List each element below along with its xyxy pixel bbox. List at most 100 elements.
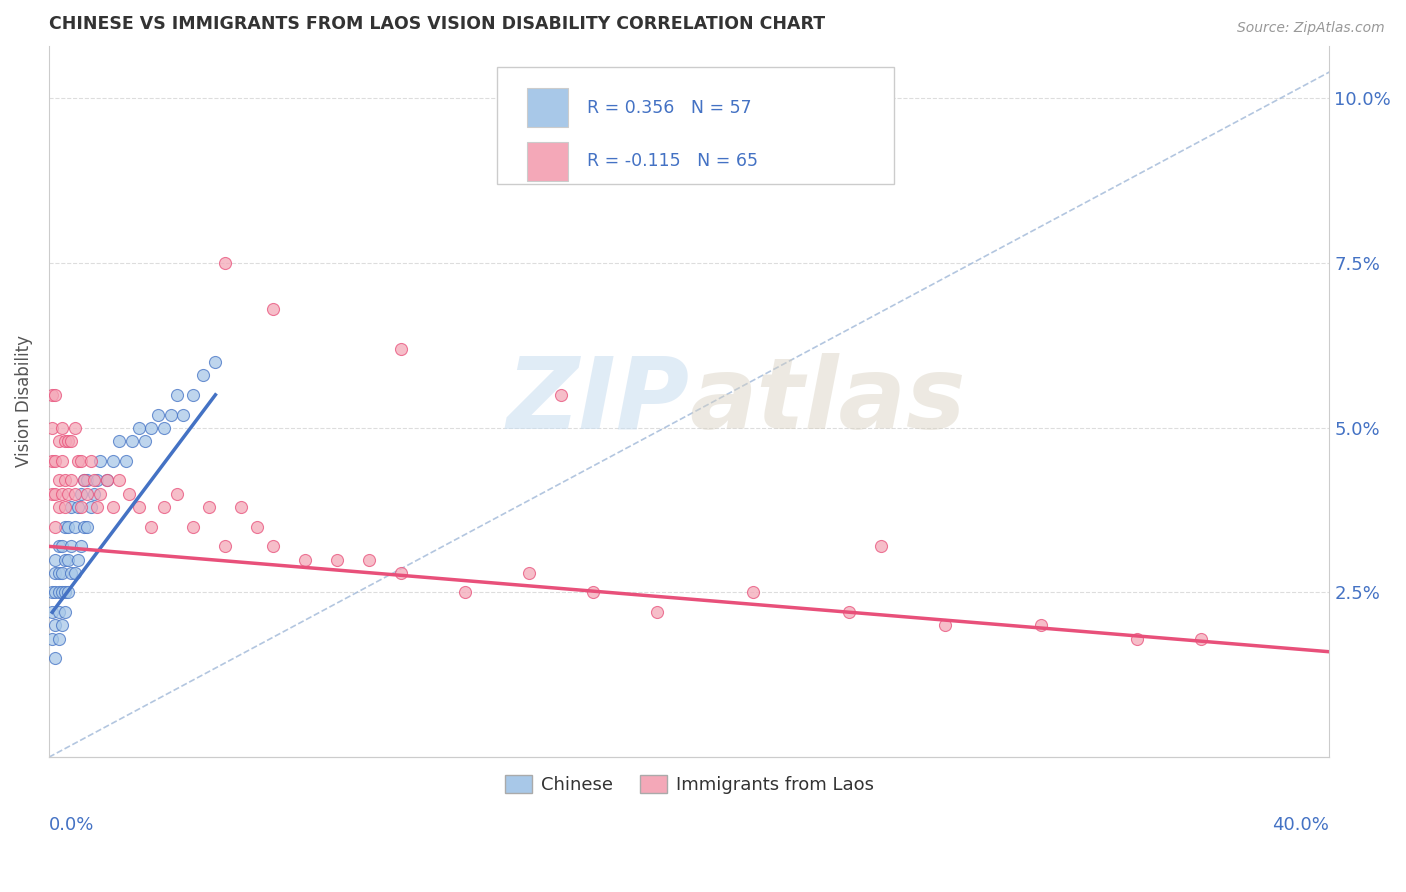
Point	[51, 618, 73, 632]
Text: Source: ZipAtlas.com: Source: ZipAtlas.com	[1237, 21, 1385, 35]
Point	[56, 519, 79, 533]
Point	[128, 500, 150, 514]
Point	[53, 585, 76, 599]
Point	[60, 539, 83, 553]
Point	[294, 552, 316, 566]
Point	[86, 474, 108, 488]
Point	[56, 585, 79, 599]
Point	[53, 474, 76, 488]
Point	[76, 474, 98, 488]
Point	[60, 566, 83, 580]
Point	[108, 434, 131, 448]
Point	[66, 500, 89, 514]
Point	[51, 421, 73, 435]
Point	[146, 408, 169, 422]
Point	[89, 453, 111, 467]
Point	[73, 474, 96, 488]
Point	[48, 434, 70, 448]
Point	[44, 651, 66, 665]
Point	[66, 552, 89, 566]
Point	[51, 585, 73, 599]
Point	[51, 539, 73, 553]
Point	[134, 434, 156, 448]
Point	[166, 486, 188, 500]
Point	[44, 388, 66, 402]
Point	[60, 434, 83, 448]
Text: CHINESE VS IMMIGRANTS FROM LAOS VISION DISABILITY CORRELATION CHART: CHINESE VS IMMIGRANTS FROM LAOS VISION D…	[49, 15, 825, 33]
Point	[359, 552, 381, 566]
Point	[73, 474, 96, 488]
Point	[63, 566, 86, 580]
Point	[41, 421, 63, 435]
Point	[198, 500, 221, 514]
Point	[53, 519, 76, 533]
Point	[41, 486, 63, 500]
Point	[262, 302, 284, 317]
Text: ZIP: ZIP	[506, 353, 689, 450]
Point	[153, 500, 176, 514]
Point	[48, 500, 70, 514]
Point	[56, 486, 79, 500]
Point	[389, 342, 412, 356]
Point	[51, 566, 73, 580]
Point	[101, 500, 124, 514]
Point	[56, 434, 79, 448]
Point	[56, 552, 79, 566]
Point	[79, 453, 101, 467]
Point	[118, 486, 141, 500]
Point	[1189, 632, 1212, 646]
Point	[645, 605, 668, 619]
Point	[153, 421, 176, 435]
Point	[41, 388, 63, 402]
Point	[41, 632, 63, 646]
Point	[63, 421, 86, 435]
Point	[48, 474, 70, 488]
Point	[70, 486, 93, 500]
Point	[159, 408, 181, 422]
Point	[742, 585, 765, 599]
Point	[83, 486, 105, 500]
Point	[44, 519, 66, 533]
Text: 0.0%: 0.0%	[49, 816, 94, 834]
Point	[550, 388, 572, 402]
Point	[48, 632, 70, 646]
Point	[96, 474, 118, 488]
Point	[838, 605, 860, 619]
Point	[191, 368, 214, 382]
Point	[53, 605, 76, 619]
Point	[181, 388, 204, 402]
Point	[204, 355, 226, 369]
Point	[101, 453, 124, 467]
Point	[166, 388, 188, 402]
Point	[389, 566, 412, 580]
Point	[326, 552, 349, 566]
Point	[246, 519, 269, 533]
Point	[181, 519, 204, 533]
Point	[63, 486, 86, 500]
Point	[76, 486, 98, 500]
Point	[517, 566, 540, 580]
Text: R = -0.115   N = 65: R = -0.115 N = 65	[586, 153, 758, 170]
Point	[44, 618, 66, 632]
Point	[44, 486, 66, 500]
Point	[44, 566, 66, 580]
Point	[44, 453, 66, 467]
Point	[214, 256, 236, 270]
Point	[41, 453, 63, 467]
Point	[70, 453, 93, 467]
Point	[53, 434, 76, 448]
Point	[48, 585, 70, 599]
Point	[582, 585, 605, 599]
Point	[66, 453, 89, 467]
Text: 40.0%: 40.0%	[1272, 816, 1330, 834]
Point	[83, 474, 105, 488]
Point	[172, 408, 194, 422]
Point	[48, 605, 70, 619]
Bar	[527, 88, 568, 128]
Point	[51, 486, 73, 500]
Text: R = 0.356   N = 57: R = 0.356 N = 57	[586, 99, 751, 117]
Point	[141, 421, 163, 435]
Point	[73, 519, 96, 533]
Point	[70, 539, 93, 553]
Point	[63, 519, 86, 533]
